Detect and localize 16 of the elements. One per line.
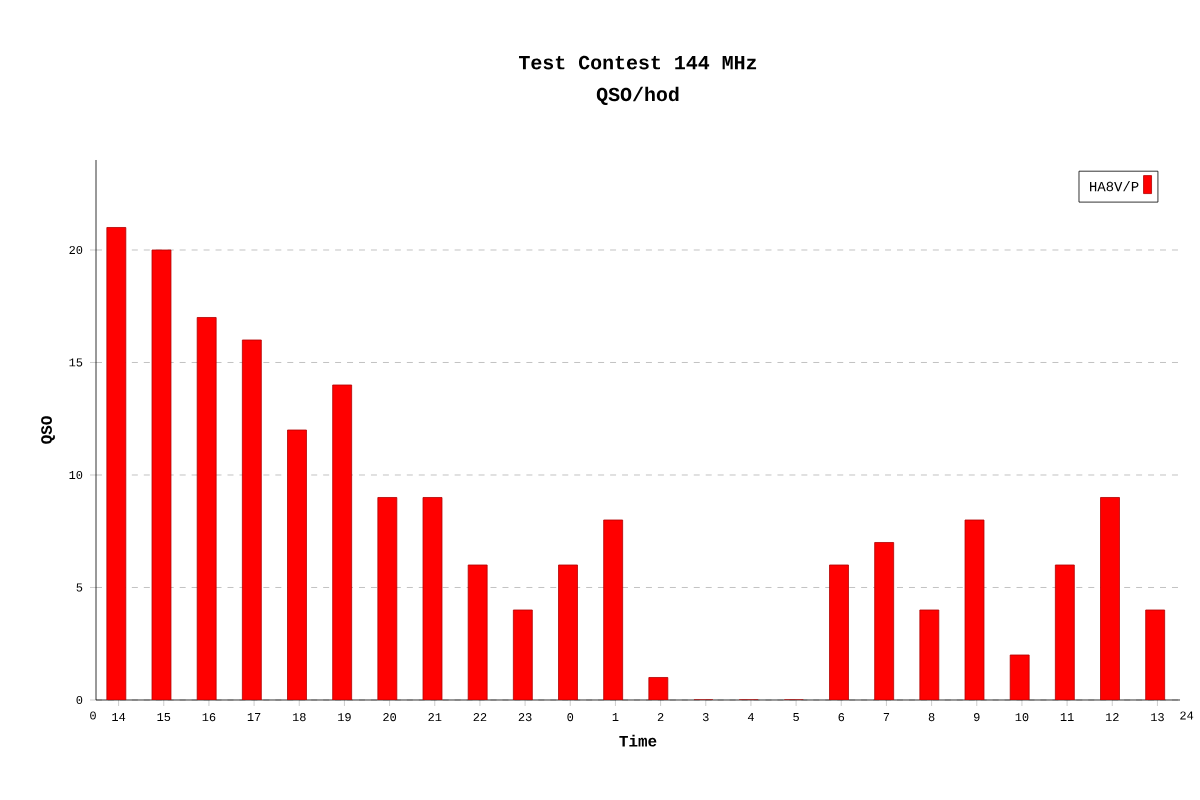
bar (106, 227, 127, 700)
bar (1009, 654, 1030, 700)
chart-title: Test Contest 144 MHz (519, 55, 757, 70)
bar (558, 564, 578, 700)
bar (287, 429, 307, 700)
bar (1100, 497, 1120, 700)
bar (512, 609, 533, 700)
bar (241, 339, 262, 700)
bar (829, 564, 849, 700)
bar (874, 542, 895, 700)
bar (1054, 564, 1075, 700)
chart-subtitle: QSO/hod (596, 86, 679, 106)
bar (1145, 609, 1166, 700)
bar (603, 519, 624, 700)
bar (377, 497, 398, 700)
bar (332, 384, 353, 700)
